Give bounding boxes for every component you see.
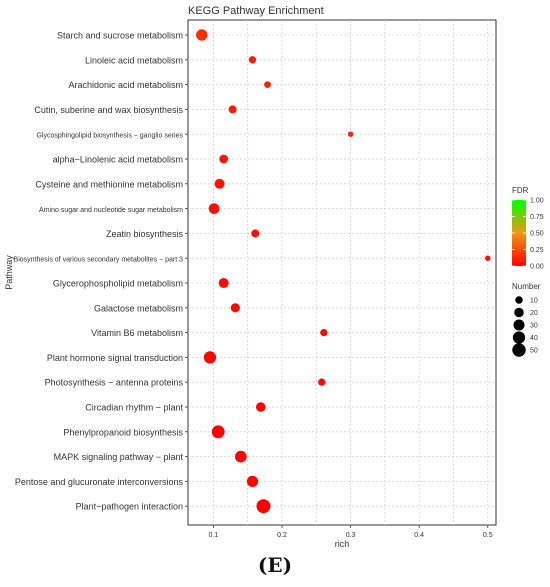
data-point — [318, 378, 326, 386]
data-point — [219, 154, 229, 164]
data-point — [347, 131, 354, 137]
data-point — [485, 255, 491, 261]
number-legend-label: 20 — [530, 310, 538, 317]
data-point — [264, 81, 271, 88]
y-tick-label: Photosynthesis − antenna proteins — [45, 378, 184, 388]
data-point — [230, 303, 240, 313]
y-tick-label: Starch and sucrose metabolism — [57, 31, 183, 41]
number-legend-dot — [515, 296, 523, 304]
y-tick-label: Phenylpropanoid biosynthesis — [63, 427, 183, 437]
y-tick-label: Plant hormone signal transduction — [47, 353, 183, 363]
y-tick-label: Cutin, suberine and wax biosynthesis — [34, 105, 183, 115]
x-tick-label: 0.4 — [414, 532, 424, 539]
data-point — [218, 278, 229, 288]
number-legend-title: Number — [512, 282, 541, 291]
y-tick-label: Glycosphingolipid biosynthesis − ganglio… — [36, 133, 183, 140]
y-tick-label: Glycerophospholipid metabolism — [53, 279, 183, 289]
number-legend-label: 10 — [530, 298, 538, 305]
plot-panel — [187, 19, 497, 526]
data-point — [320, 328, 328, 337]
number-legend-label: 50 — [530, 348, 538, 355]
x-tick-label: 0.2 — [277, 532, 287, 539]
fdr-legend-label: 0.00 — [530, 264, 544, 271]
y-tick-label: Linoleic acid metabolism — [85, 55, 183, 65]
y-tick-label: Pentose and glucuronate interconversions — [15, 477, 184, 487]
data-point — [234, 450, 247, 463]
y-axis-title: Pathway — [4, 255, 14, 290]
number-legend-dot — [513, 319, 525, 331]
x-tick-label: 0.5 — [483, 532, 493, 539]
data-point — [248, 56, 257, 64]
y-tick-label: alpha−Linolenic acid metabolism — [53, 155, 183, 165]
data-point — [256, 499, 271, 514]
chart-title: KEGG Pathway Enrichment — [188, 5, 324, 17]
y-tick-label: MAPK signaling pathway − plant — [54, 452, 184, 462]
fdr-legend-label: 1.00 — [530, 198, 544, 205]
number-legend-dot — [512, 331, 526, 344]
figure-caption: (E) — [257, 553, 293, 577]
data-point — [255, 402, 266, 412]
number-legend-label: 40 — [530, 335, 538, 342]
number-legend-label: 30 — [530, 323, 538, 330]
data-point — [214, 178, 225, 189]
x-tick-label: 0.3 — [346, 532, 356, 539]
fdr-colorbar — [512, 200, 526, 266]
y-tick-label: Arachidonic acid metabolism — [68, 80, 183, 90]
fdr-legend-label: 0.25 — [530, 247, 544, 254]
x-tick-label: 0.1 — [209, 532, 219, 539]
y-tick-label: Plant−pathogen interaction — [76, 502, 183, 512]
fdr-legend-label: 0.75 — [530, 214, 544, 221]
data-point — [246, 475, 259, 488]
y-tick-label: Zeatin biosynthesis — [106, 229, 184, 239]
number-legend-dot — [514, 307, 524, 318]
y-tick-label: Biosynthesis of various secondary metabo… — [14, 257, 184, 264]
data-point — [228, 105, 237, 114]
data-point — [251, 229, 260, 238]
number-legend-dot — [512, 343, 526, 357]
fdr-legend-title: FDR — [512, 186, 529, 195]
y-tick-label: Vitamin B6 metabolism — [91, 328, 183, 338]
y-tick-label: Cysteine and methionine metabolism — [35, 179, 183, 189]
data-point — [208, 203, 220, 214]
data-point — [196, 29, 208, 41]
data-point — [203, 351, 217, 364]
y-tick-label: Circadian rhythm − plant — [85, 403, 183, 413]
data-point — [211, 425, 225, 439]
y-tick-label: Galactose metabolism — [94, 303, 183, 313]
y-tick-label: Amino sugar and nucleotide sugar metabol… — [39, 207, 183, 214]
x-axis-title: rich — [335, 539, 350, 549]
fdr-legend-label: 0.50 — [530, 231, 544, 238]
